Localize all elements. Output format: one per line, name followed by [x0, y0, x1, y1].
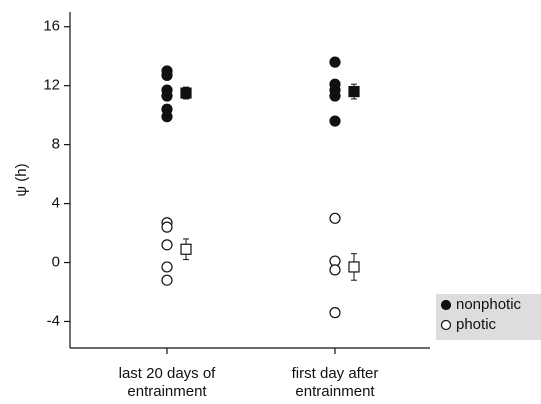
data-point: [161, 69, 173, 81]
data-point: [329, 307, 341, 319]
x-tick-label: entrainment: [127, 383, 207, 400]
y-tick-label: -4: [47, 312, 60, 329]
data-point: [161, 111, 173, 123]
y-tick-label: 0: [52, 253, 60, 270]
data-point: [161, 239, 173, 251]
y-tick-label: 16: [43, 18, 60, 35]
mean-marker: [180, 87, 192, 99]
data-point: [161, 221, 173, 233]
y-tick-label: 8: [52, 136, 60, 153]
data-point: [329, 90, 341, 102]
legend-marker: [440, 319, 452, 331]
x-tick-label: entrainment: [295, 383, 375, 400]
legend-marker: [440, 299, 452, 311]
data-point: [329, 212, 341, 224]
legend-label: nonphotic: [456, 296, 522, 313]
data-point: [161, 261, 173, 273]
mean-marker: [348, 85, 360, 98]
data-point: [161, 274, 173, 286]
legend-label: photic: [456, 316, 497, 333]
y-axis-label: ψ (h): [13, 163, 30, 196]
mean-marker: [180, 243, 192, 255]
mean-marker: [348, 261, 360, 273]
x-tick-label: first day after: [292, 365, 379, 382]
data-point: [161, 90, 173, 102]
y-tick-label: 4: [52, 195, 60, 212]
data-point: [329, 56, 341, 68]
legend-box: [436, 294, 541, 340]
data-point: [329, 264, 341, 276]
x-tick-label: last 20 days of: [119, 365, 217, 382]
y-tick-label: 12: [43, 77, 60, 94]
data-point: [329, 115, 341, 127]
